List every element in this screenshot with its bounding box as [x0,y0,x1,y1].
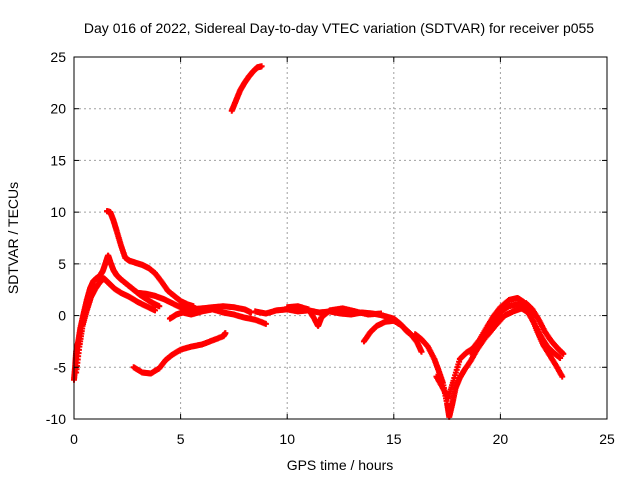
series-track-peak-10 [104,208,197,310]
data-point [156,303,163,310]
data-point [258,63,265,70]
data-point [560,350,567,357]
data-point [557,354,564,361]
series-track-left-of-dip [360,317,425,355]
y-tick-label: -5 [54,359,67,375]
x-tick-label: 0 [70,431,78,447]
plot-frame [73,56,608,420]
x-tick-label: 10 [279,431,295,447]
data-point [152,307,159,314]
data-point [378,310,385,317]
x-tick-label: 25 [599,431,615,447]
series-track-right-c [467,305,564,361]
data-point [222,330,229,337]
y-tick-label: 15 [50,152,66,168]
data-point [247,309,254,316]
y-tick-label: 0 [58,308,66,324]
series-track-top-20 [228,63,265,114]
series-track-rise-left-b [73,275,159,376]
x-tick-label: 15 [386,431,402,447]
data-point [418,348,425,355]
data-layer [71,63,567,420]
series-track-plateau-b [284,303,385,329]
y-tick-label: 10 [50,204,66,220]
y-axis-label: SDTVAR / TECUs [5,182,21,294]
x-tick-label: 20 [493,431,509,447]
tick-layer: 0 5 10 15 20 25 -10 -5 0 5 10 15 20 25 [46,49,615,447]
y-tick-label: 20 [50,101,66,117]
x-tick-label: 5 [177,431,185,447]
series-track-mid-b [166,306,269,327]
data-point [262,320,269,327]
series-track-low-left [130,330,229,377]
y-tick-label: 5 [58,256,66,272]
x-axis-label: GPS time / hours [287,457,394,473]
data-point [559,373,566,380]
y-tick-label: -10 [46,411,66,427]
chart-title: Day 016 of 2022, Sidereal Day-to-day VTE… [84,20,594,36]
y-tick-label: 25 [50,49,66,65]
